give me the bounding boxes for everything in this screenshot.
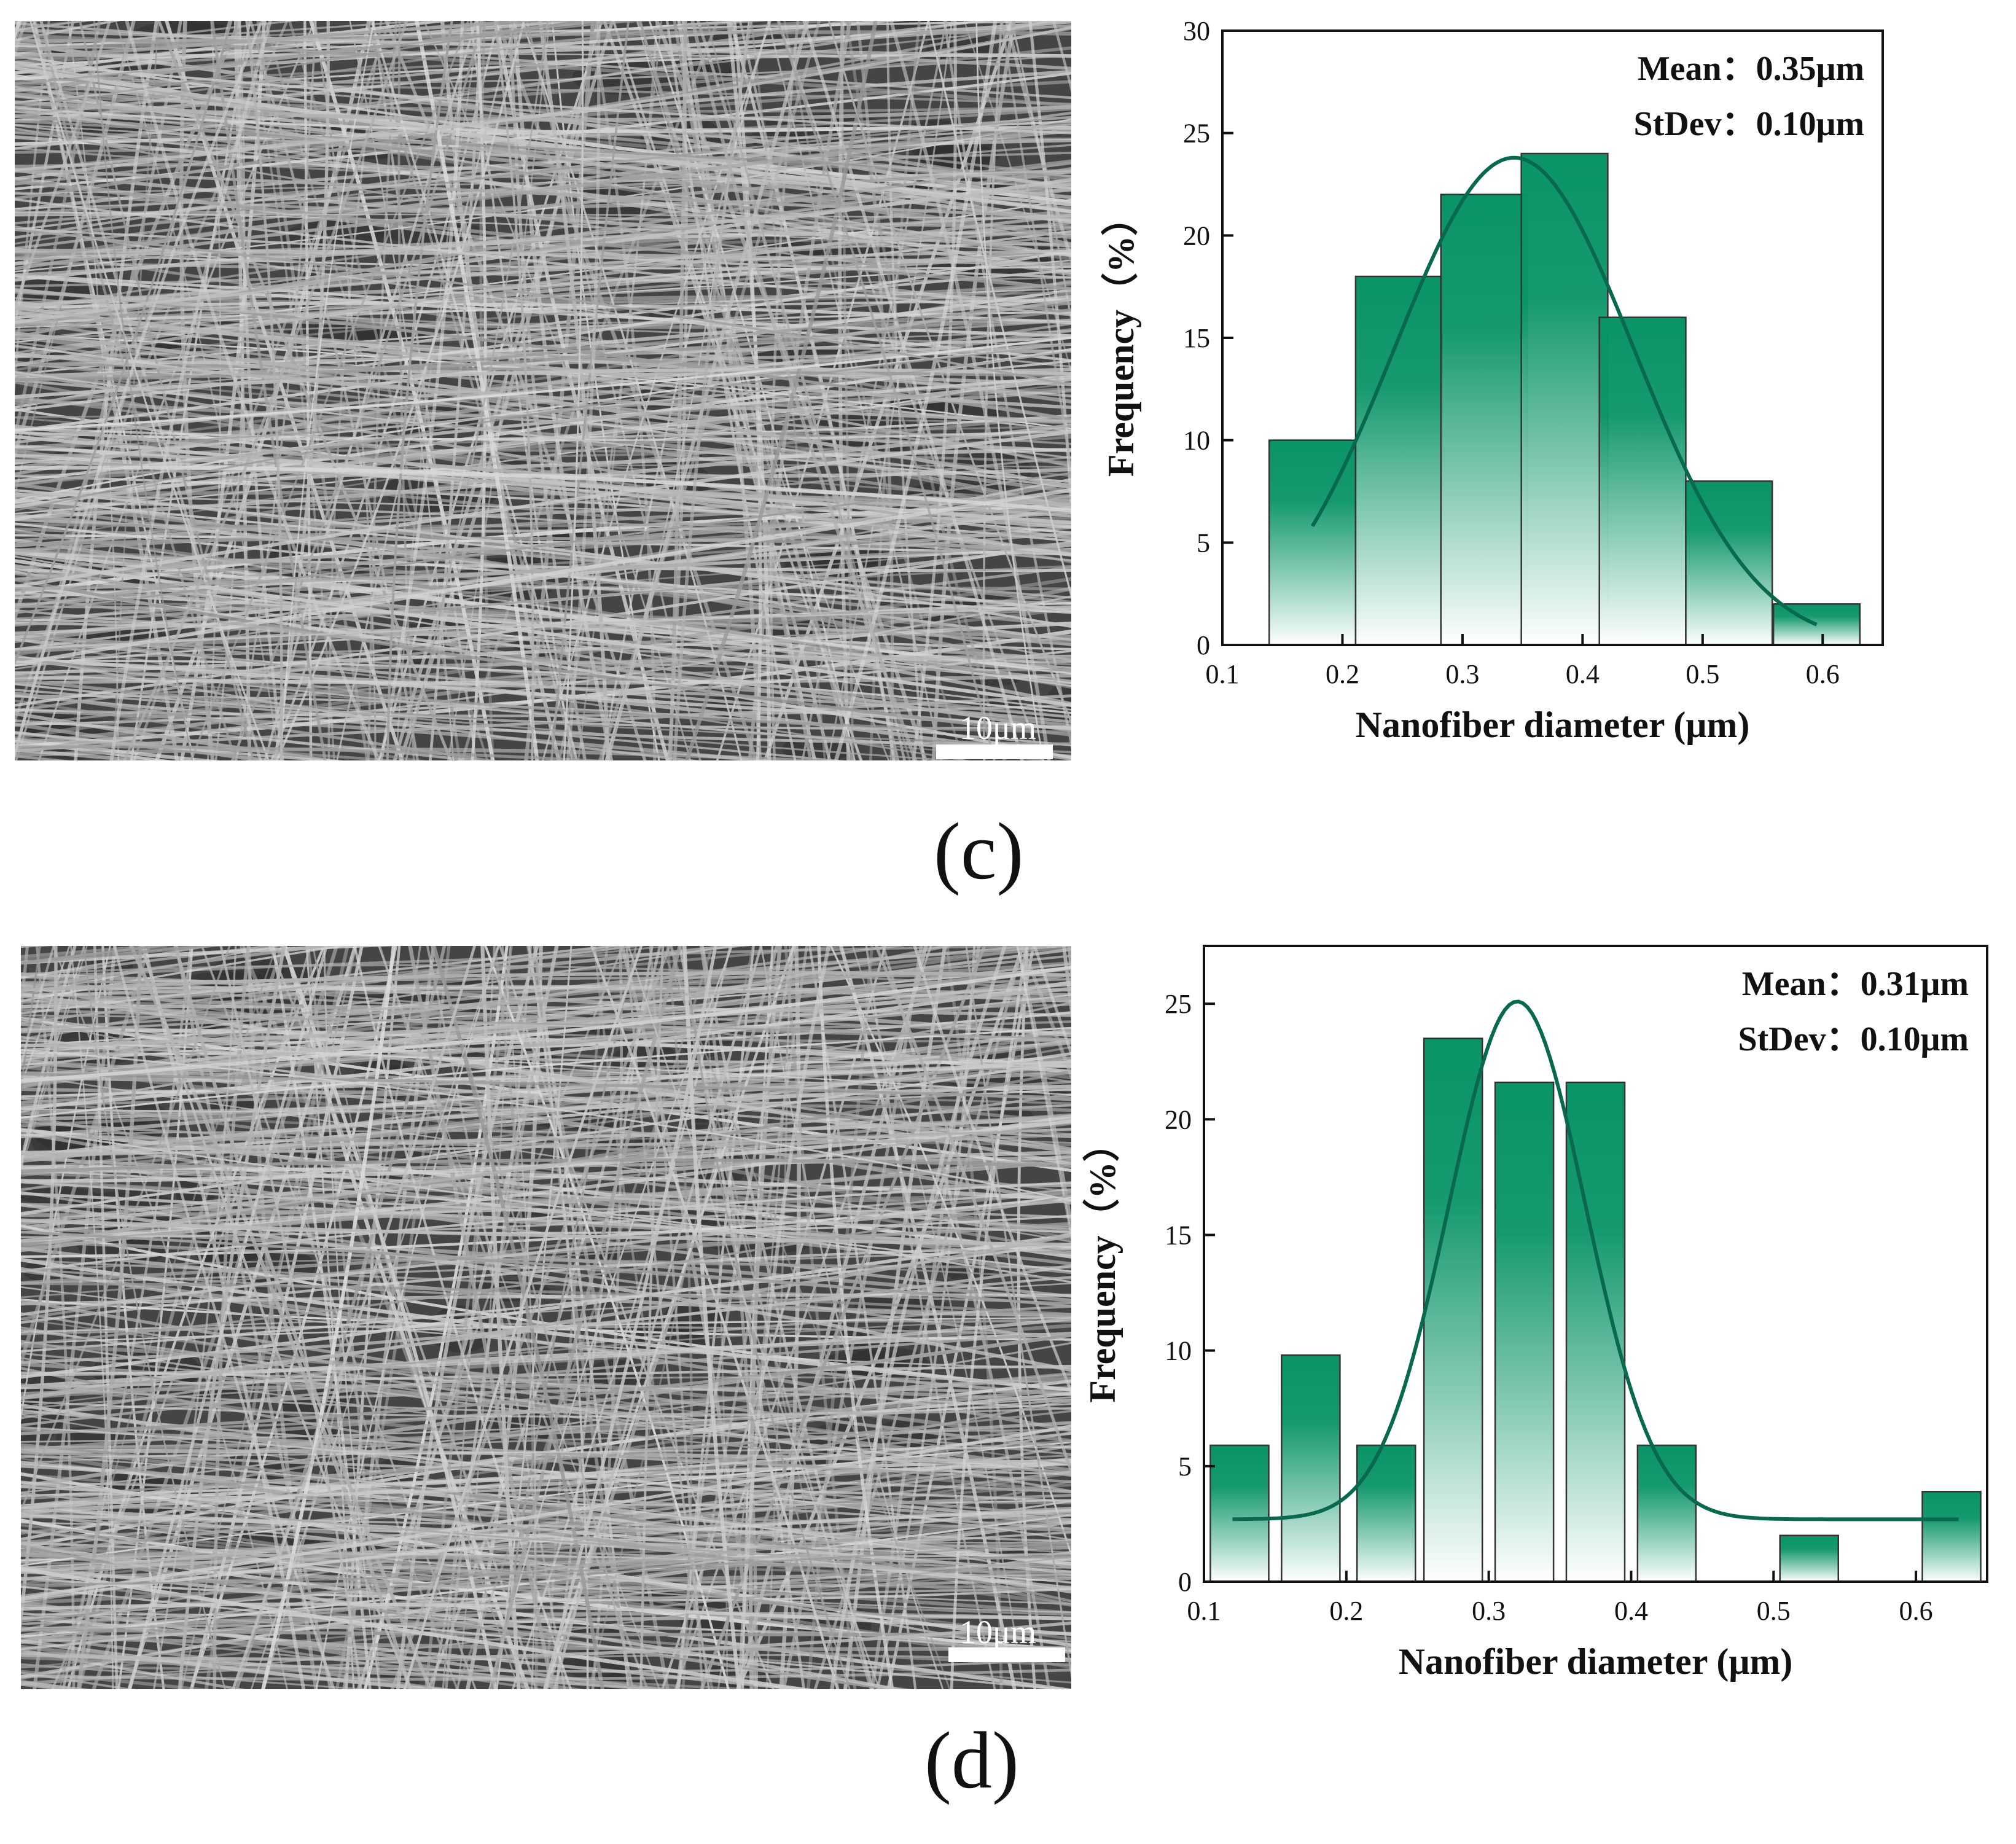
x-tick-label: 0.4 xyxy=(1566,659,1600,689)
y-tick-label: 30 xyxy=(1183,16,1210,46)
histogram-bar-4 xyxy=(1494,1081,1555,1583)
scale-bar-label-c: 10μm xyxy=(959,709,1036,746)
mean-annotation: Mean：0.31μm xyxy=(1742,965,1969,1003)
gaussian-fit-curve xyxy=(1232,999,1959,1522)
sem-fiber-texture-c xyxy=(15,21,1071,760)
scale-bar-label-d: 10μm xyxy=(959,1614,1036,1651)
x-tick-label: 0.2 xyxy=(1329,1596,1363,1626)
y-tick-label: 10 xyxy=(1183,426,1210,456)
y-tick-label: 0 xyxy=(1197,630,1210,660)
scale-bar-c xyxy=(936,744,1053,759)
histogram-chart-c: 0.1 0.2 0.3 0.4 0.5 0.6 0 5 10 15 20 25 30 Nanofiber … xyxy=(1100,12,2002,768)
gaussian-fit-curve xyxy=(1311,155,1818,627)
y-tick-label: 15 xyxy=(1183,323,1210,353)
y-axis-label: Frequency（%） xyxy=(1100,199,1141,477)
stdev-annotation: StDev：0.10μm xyxy=(1738,1020,1969,1058)
histogram-bar-2 xyxy=(1440,193,1528,646)
x-tick-label: 0.4 xyxy=(1614,1596,1648,1626)
sem-image-c: 10μm xyxy=(15,21,1071,760)
histogram-bar-5 xyxy=(1685,480,1773,646)
x-tick-label: 0.1 xyxy=(1187,1596,1221,1626)
y-tick-label: 20 xyxy=(1165,1104,1192,1135)
stdev-annotation: StDev：0.10μm xyxy=(1634,105,1864,143)
x-axis-label: Nanofiber diameter (μm) xyxy=(1399,1641,1793,1682)
x-tick-label: 0.2 xyxy=(1326,659,1359,689)
fiber-lines xyxy=(15,21,1071,760)
plot-frame xyxy=(1203,945,1988,1583)
histogram-bar-6 xyxy=(1636,1444,1697,1583)
sem-image-d: 10μm xyxy=(21,946,1071,1689)
mean-annotation: Mean：0.35μm xyxy=(1638,50,1864,88)
x-tick-label: 0.5 xyxy=(1686,659,1719,689)
histogram-bar-1 xyxy=(1281,1354,1341,1583)
histogram-svg-d: 0.1 0.2 0.3 0.4 0.5 0.6 0 5 10 15 20 25 Nanofiber di… xyxy=(1082,945,1988,1682)
y-tick-label: 10 xyxy=(1165,1336,1192,1366)
y-tick-label: 5 xyxy=(1178,1451,1192,1482)
y-tick-label: 25 xyxy=(1165,989,1192,1019)
x-tick-label: 0.6 xyxy=(1806,659,1840,689)
x-tick-label: 0.5 xyxy=(1757,1596,1791,1626)
y-tick-label: 15 xyxy=(1165,1220,1192,1250)
histogram-bar-3 xyxy=(1520,152,1609,646)
histogram-bar-2 xyxy=(1356,1444,1416,1583)
scale-bar-d xyxy=(948,1647,1065,1662)
panel-label-d: (d) xyxy=(924,1715,1019,1805)
x-tick-label: 0.3 xyxy=(1445,659,1479,689)
y-tick-label: 25 xyxy=(1183,119,1210,149)
sem-fiber-texture-d xyxy=(21,946,1071,1689)
histogram-svg-c: 0.1 0.2 0.3 0.4 0.5 0.6 0 5 10 15 20 25 30 Nanofiber … xyxy=(1100,16,1884,745)
histogram-bar-0 xyxy=(1209,1444,1270,1583)
histogram-bar-3 xyxy=(1423,1037,1483,1583)
panel-label-c: (c) xyxy=(934,806,1024,896)
histogram-bar-1 xyxy=(1354,275,1443,646)
histogram-bar-7 xyxy=(1779,1534,1840,1583)
y-axis-label: Frequency（%） xyxy=(1082,1125,1123,1402)
histogram-bar-8 xyxy=(1921,1490,1982,1583)
histogram-chart-d: 0.1 0.2 0.3 0.4 0.5 0.6 0 5 10 15 20 25 Nanofiber di… xyxy=(1082,934,2002,1695)
y-tick-label: 0 xyxy=(1178,1567,1192,1597)
y-tick-label: 20 xyxy=(1183,221,1210,251)
x-axis-label: Nanofiber diameter (μm) xyxy=(1356,705,1750,745)
y-tick-label: 5 xyxy=(1197,528,1210,558)
x-tick-label: 0.1 xyxy=(1206,659,1240,689)
x-tick-label: 0.6 xyxy=(1899,1596,1933,1626)
fiber-lines xyxy=(21,946,1071,1689)
x-tick-label: 0.3 xyxy=(1472,1596,1506,1626)
